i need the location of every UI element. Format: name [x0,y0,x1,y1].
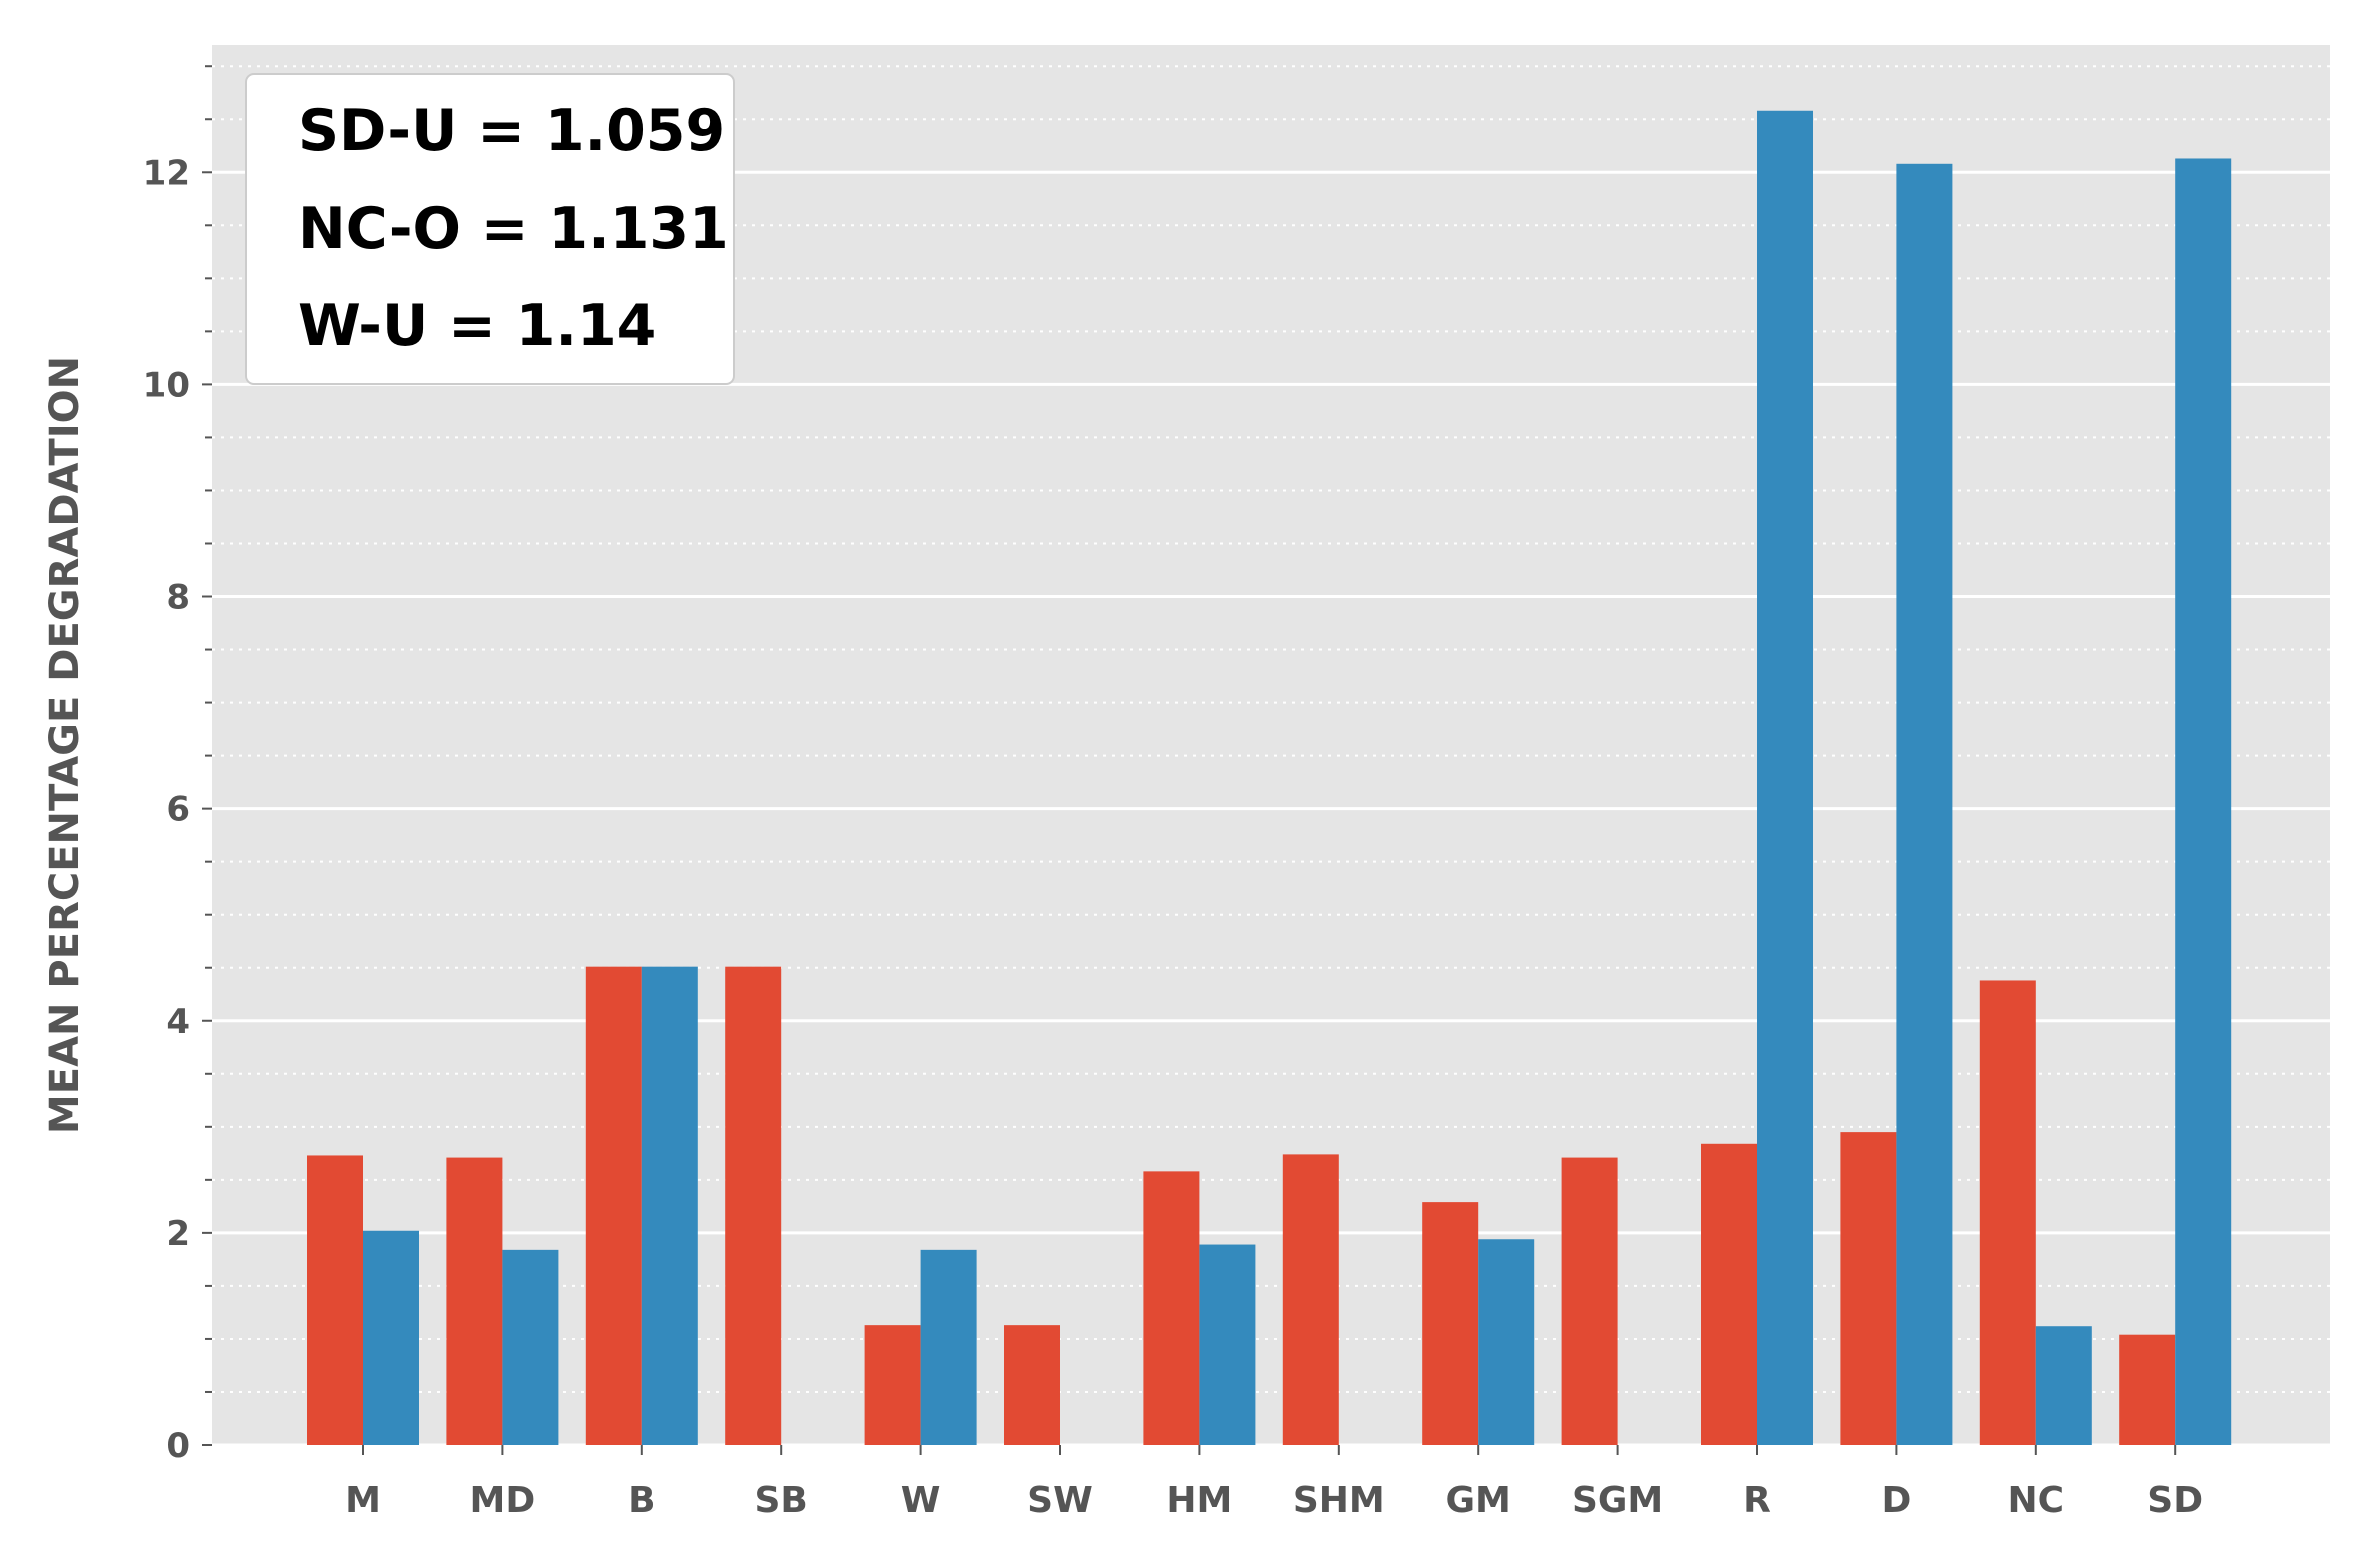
x-tick-label: B [628,1480,655,1521]
x-tick-label: MD [470,1480,536,1521]
x-tick-label: HM [1166,1480,1232,1521]
bar-w-series-2 [920,1249,977,1445]
y-tick-label: 6 [166,790,190,830]
bar-m-series-1 [307,1155,363,1445]
bar-nc-series-1 [1979,980,2036,1445]
bar-hm-series-1 [1143,1171,1200,1445]
y-tick-label: 10 [143,365,190,405]
bar-md-series-2 [502,1249,559,1445]
annotation-box-background [245,73,735,385]
bar-sb-series-1 [725,966,782,1445]
x-tick-label: SD [2147,1480,2203,1521]
y-axis-label: MEAN PERCENTAGE DEGRADATION [42,356,88,1134]
y-tick-label: 0 [166,1426,190,1466]
bar-d-series-1 [1840,1132,1897,1445]
y-tick-label: 2 [166,1214,190,1254]
bars [307,110,2232,1446]
x-tick-label: GM [1446,1480,1511,1521]
bar-sd-series-2 [2175,158,2232,1445]
x-tick-label: NC [2008,1480,2065,1521]
bar-m-series-2 [363,1230,419,1445]
axes: 0 2 4 6 8 10 12 M MD B SB W SW HM SHM GM SGM R D NC SD [143,65,2203,1521]
bar-r-series-1 [1701,1143,1757,1445]
annotation-box: SD-U = 1.059 NC-O = 1.131 W-U = 1.14 [245,73,735,385]
x-tick-label: SB [755,1480,808,1521]
y-tick-label: 8 [166,578,190,618]
bar-b-series-1 [585,966,642,1445]
bar-gm-series-1 [1422,1202,1479,1445]
bar-r-series-2 [1757,110,1813,1446]
x-tick-label: D [1881,1480,1911,1521]
bar-gm-series-2 [1478,1239,1535,1445]
x-tick-label: SGM [1572,1480,1663,1521]
bar-b-series-2 [641,966,698,1445]
annotation-sd-u: SD-U = 1.059 [298,98,725,164]
bar-md-series-1 [446,1157,503,1445]
y-tick-label: 12 [143,153,190,193]
x-tick-label: M [345,1480,381,1521]
bar-hm-series-2 [1199,1244,1256,1445]
bar-sgm-series-1 [1561,1157,1618,1445]
y-tick-label: 4 [166,1002,190,1042]
bar-d-series-2 [1896,163,1953,1446]
x-tick-label: SHM [1293,1480,1385,1521]
bar-w-series-1 [864,1325,921,1445]
bar-nc-series-2 [2035,1326,2092,1445]
bar-shm-series-1 [1282,1154,1339,1445]
bar-sd-series-1 [2119,1334,2176,1445]
annotation-nc-o: NC-O = 1.131 [298,196,729,262]
annotation-w-u: W-U = 1.14 [298,293,656,359]
x-tick-label: W [901,1480,941,1521]
x-tick-label: SW [1027,1480,1093,1521]
x-tick-label: R [1743,1480,1771,1521]
bar-sw-series-1 [1004,1325,1060,1445]
